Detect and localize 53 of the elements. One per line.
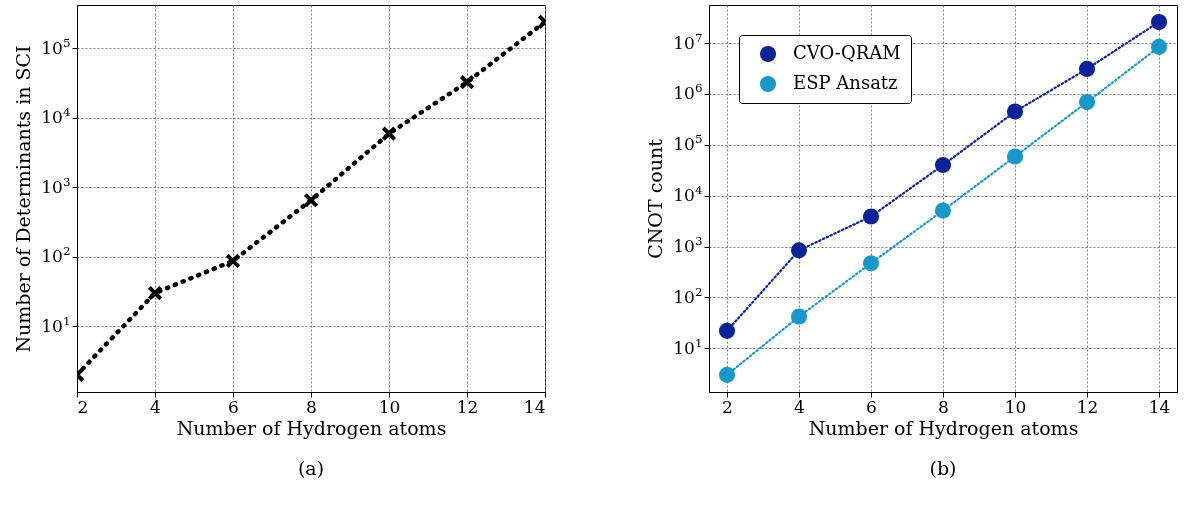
y-tick-label: 10$^{7}$ [673,30,703,53]
point [459,74,475,90]
y-tick-label: 10$^{5}$ [41,35,71,58]
point [1078,94,1096,111]
text: (b) [929,457,957,479]
x-tick-label: 2 [77,396,89,417]
y-tick-label: 10$^{4}$ [41,105,71,128]
x-tick-label: 12 [1076,396,1099,417]
point [147,285,163,301]
y-tick-label: 10$^{3}$ [673,234,703,257]
y-tick-label: 10$^{1}$ [41,313,71,336]
y-tick-label: 10$^{2}$ [673,284,703,307]
x-tick-label: 10 [378,396,401,417]
x-tick-label: 6 [866,396,877,417]
y-axis-title: Number of Determinants in SCI [12,45,35,353]
point [790,308,808,325]
point [1150,13,1168,30]
x-axis-title: Number of Hydrogen atoms [176,416,447,439]
point [790,242,808,259]
point [718,366,736,383]
x-tick-label: 4 [150,396,161,417]
point [1078,60,1096,77]
y-tick-label: 10$^{4}$ [673,183,703,206]
x-tick-label: 6 [228,396,239,417]
y-axis-title: CNOT count [644,138,667,259]
point [718,322,736,339]
y-tick-label: 10$^{2}$ [41,244,71,267]
point [862,208,880,225]
x-tick-label: 8 [938,396,949,417]
x-tick-label: 4 [794,396,805,417]
point [1006,148,1024,165]
point [381,126,397,142]
x-axis-title: Number of Hydrogen atoms [808,416,1079,439]
y-tick-label: 10$^{1}$ [673,335,703,358]
y-tick-label: 10$^{6}$ [673,81,703,104]
legend-label: CVO-QRAM [793,42,901,63]
x-tick-label: 14 [1148,396,1171,417]
y-tick-label: 10$^{3}$ [41,174,71,197]
x-tick-label: 8 [306,396,317,417]
point [862,255,880,272]
x-tick-label: 10 [1004,396,1027,417]
x-tick-label: 14 [523,396,546,417]
point [934,202,952,219]
point [1006,103,1024,120]
point [303,192,319,208]
point [1150,38,1168,55]
y-tick-label: 10$^{5}$ [673,132,703,155]
x-tick-label: 2 [722,396,733,417]
point [225,253,241,269]
text: (a) [297,457,325,479]
point [934,156,952,174]
x-tick-label: 12 [456,396,479,417]
legend-label: ESP Ansatz [793,72,898,93]
